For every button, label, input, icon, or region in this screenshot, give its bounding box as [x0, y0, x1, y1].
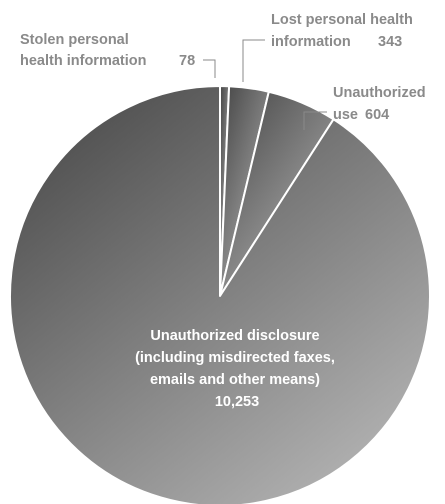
- slice-label-stolen: Stolen personal health information 78: [20, 32, 195, 69]
- leader-line-use: [303, 111, 327, 130]
- slice-value-stolen: 78: [179, 53, 195, 69]
- pie-slice-disclosure: [9, 85, 431, 504]
- slice-value-use: 604: [365, 107, 389, 123]
- leader-line-lost: [242, 39, 265, 82]
- slice-value-lost: 343: [378, 34, 402, 50]
- slice-label-lost: Lost personal health information 343: [271, 12, 417, 50]
- slice-label-use: Unauthorized use 604: [333, 85, 430, 123]
- slice-value-disclosure: 10,253: [215, 394, 259, 410]
- slice-label-disclosure: Unauthorized disclosure (including misdi…: [135, 328, 339, 410]
- leader-line-stolen: [203, 59, 216, 78]
